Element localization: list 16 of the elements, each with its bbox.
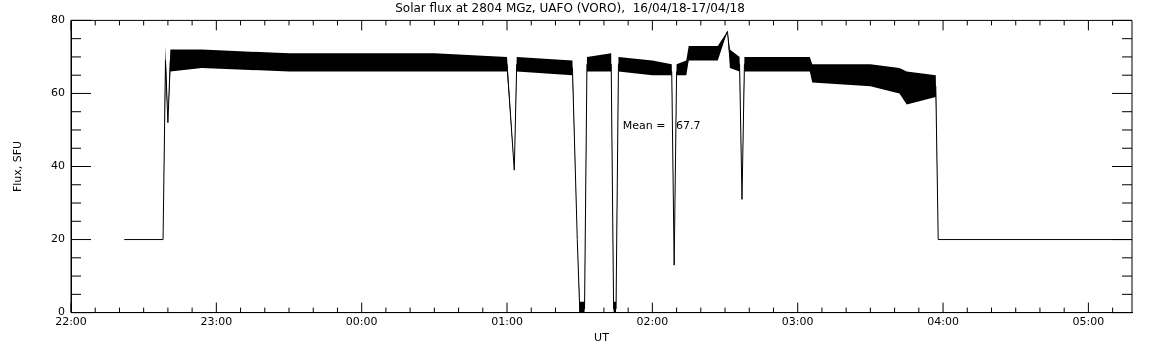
- x-tick-label: 04:00: [927, 315, 959, 329]
- x-tick-label: 02:00: [636, 315, 669, 329]
- chart-title: Solar flux at 2804 MGz, UAFO (VORO), 16/04/18-17/04/18: [395, 1, 745, 16]
- y-axis-title: Flux, SFU: [11, 140, 25, 193]
- x-tick-label: 22:00: [55, 315, 87, 329]
- y-tick-label: 80: [51, 13, 65, 27]
- y-tick-label: 20: [51, 232, 65, 246]
- x-tick-label: 00:00: [345, 315, 378, 329]
- x-axis-title: UT: [594, 331, 610, 345]
- y-tick-label: 60: [51, 86, 65, 100]
- y-tick-label: 40: [51, 159, 65, 173]
- x-tick-label: 03:00: [781, 315, 814, 329]
- x-tick-label: 23:00: [200, 315, 233, 329]
- x-tick-label: 01:00: [491, 315, 523, 329]
- x-tick-label: 05:00: [1072, 315, 1105, 329]
- annotation: Mean = 67.7: [622, 118, 701, 132]
